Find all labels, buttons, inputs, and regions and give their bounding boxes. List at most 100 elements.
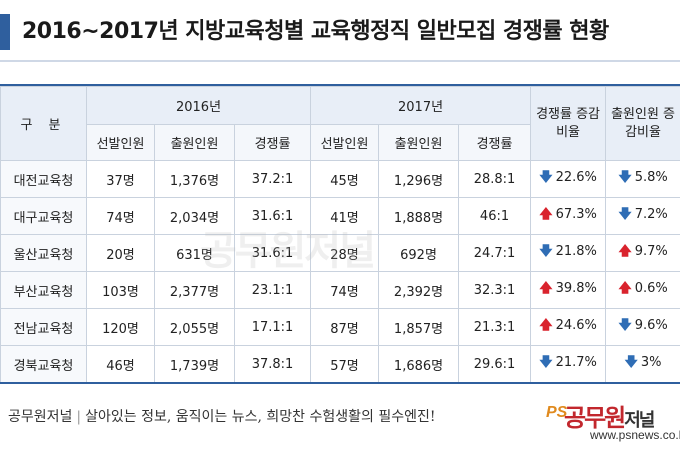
subheader-applicants-2016: 출원인원 (154, 124, 235, 161)
change-value: 67.3% (555, 207, 597, 222)
applicants-2016-cell: 1,376명 (154, 160, 235, 198)
region-cell: 대구교육청 (0, 197, 87, 235)
rate-2017-cell: 46:1 (458, 197, 532, 235)
table-row: 대전교육청 37명 1,376명 37.2:1 45명 1,296명 28.8:1 🡇 22.6… (0, 160, 680, 198)
header-year-2016: 2016년 (85, 86, 312, 125)
title-bar: 2016~2017년 지방교육청별 교육행정직 일반모집 경쟁률 현황 (0, 0, 680, 62)
applicant-change-cell: 🡇 7.2% (605, 197, 680, 235)
change-value: 22.6% (555, 170, 597, 185)
applicants-2016-cell: 2,034명 (154, 197, 235, 235)
arrow-down-icon: 🡇 (618, 318, 632, 333)
applicant-change-cell: 🡅 9.7% (605, 234, 680, 272)
rate-2016-cell: 31.6:1 (233, 197, 312, 235)
arrow-down-icon: 🡇 (539, 355, 553, 370)
selected-2017-cell: 57명 (310, 345, 380, 383)
subheader-rate-2016: 경쟁률 (233, 124, 312, 161)
applicants-2016-cell: 2,055명 (154, 308, 235, 346)
footer: 공무원저널 | 살아있는 정보, 움직이는 뉴스, 희망찬 수험생활의 필수엔진! … (0, 392, 680, 452)
applicant-change-cell: 🡇 9.6% (605, 308, 680, 346)
change-value: 9.6% (634, 318, 668, 333)
applicant-change-cell: 🡇 3% (605, 345, 680, 383)
applicants-2017-cell: 692명 (378, 234, 460, 272)
applicants-2017-cell: 1,888명 (378, 197, 460, 235)
table-top-rule (0, 84, 680, 87)
rate-2016-cell: 37.8:1 (233, 345, 312, 383)
rate-2016-cell: 31.6:1 (233, 234, 312, 272)
arrow-up-icon: 🡅 (539, 281, 553, 296)
applicant-change-cell: 🡅 0.6% (605, 271, 680, 309)
region-cell: 경북교육청 (0, 345, 87, 383)
selected-2016-cell: 120명 (86, 308, 155, 346)
footer-brand: 공무원저널 (8, 409, 73, 425)
arrow-up-icon: 🡅 (539, 318, 553, 333)
applicants-2016-cell: 1,739명 (154, 345, 235, 383)
selected-2016-cell: 46명 (86, 345, 155, 383)
applicants-2016-cell: 2,377명 (154, 271, 235, 309)
psnews-logo: PS 공무원저널 (546, 398, 676, 432)
rate-2017-cell: 28.8:1 (458, 160, 532, 198)
rate-2017-cell: 21.3:1 (458, 308, 532, 346)
change-value: 9.7% (634, 244, 668, 259)
footer-slogan: 살아있는 정보, 움직이는 뉴스, 희망찬 수험생활의 필수엔진! (85, 409, 436, 425)
rate-change-cell: 🡇 21.8% (530, 234, 607, 272)
rate-change-cell: 🡅 67.3% (530, 197, 607, 235)
applicant-change-cell: 🡇 5.8% (605, 160, 680, 198)
header-rate-change: 경쟁률 증감비율 (530, 86, 607, 161)
change-value: 21.7% (555, 355, 597, 370)
rate-change-cell: 🡅 24.6% (530, 308, 607, 346)
arrow-up-icon: 🡅 (618, 281, 632, 296)
selected-2016-cell: 74명 (86, 197, 155, 235)
logo-name: 공무원 (564, 404, 626, 432)
footer-url: www.psnews.co.kr (590, 428, 680, 442)
selected-2017-cell: 87명 (310, 308, 380, 346)
header-applicant-change: 출원인원 증감비율 (605, 86, 680, 161)
selected-2017-cell: 41명 (310, 197, 380, 235)
change-value: 21.8% (555, 244, 597, 259)
footer-slogan-line: 공무원저널 | 살아있는 정보, 움직이는 뉴스, 희망찬 수험생활의 필수엔진! (8, 406, 435, 426)
table-row: 울산교육청 20명 631명 31.6:1 28명 692명 24.7:1 🡇 21.8% 🡅 9.… (0, 234, 680, 272)
subheader-selected-2017: 선발인원 (310, 124, 380, 161)
title-accent-bar (0, 14, 10, 50)
selected-2016-cell: 20명 (86, 234, 155, 272)
region-cell: 울산교육청 (0, 234, 87, 272)
rate-2016-cell: 23.1:1 (233, 271, 312, 309)
applicants-2017-cell: 1,296명 (378, 160, 460, 198)
rate-2016-cell: 37.2:1 (233, 160, 312, 198)
arrow-up-icon: 🡅 (618, 244, 632, 259)
logo-tail: 저널 (624, 410, 655, 431)
logo-ps-mark: PS (546, 404, 568, 421)
applicants-2017-cell: 1,857명 (378, 308, 460, 346)
table-row: 대구교육청 74명 2,034명 31.6:1 41명 1,888명 46:1 🡅 67.3% 🡇… (0, 197, 680, 235)
rate-2017-cell: 32.3:1 (458, 271, 532, 309)
subheader-rate-2017: 경쟁률 (458, 124, 532, 161)
table-row: 부산교육청 103명 2,377명 23.1:1 74명 2,392명 32.3:1 🡅 39.… (0, 271, 680, 309)
table-row: 경북교육청 46명 1,739명 37.8:1 57명 1,686명 29.6:1 🡇 21.7… (0, 345, 680, 383)
subheader-selected-2016: 선발인원 (86, 124, 155, 161)
selected-2017-cell: 28명 (310, 234, 380, 272)
change-value: 7.2% (634, 207, 668, 222)
arrow-up-icon: 🡅 (539, 207, 553, 222)
logo-wordmark: 공무원저널 (564, 398, 655, 433)
table-body: 대전교육청 37명 1,376명 37.2:1 45명 1,296명 28.8:1 🡇 22.6… (0, 160, 680, 383)
region-cell: 부산교육청 (0, 271, 87, 309)
change-value: 24.6% (555, 318, 597, 333)
header-gubun: 구 분 (0, 86, 87, 161)
header-year-2017: 2017년 (310, 86, 532, 125)
change-value: 3% (640, 355, 662, 370)
arrow-down-icon: 🡇 (539, 170, 553, 185)
arrow-down-icon: 🡇 (618, 207, 632, 222)
arrow-down-icon: 🡇 (624, 355, 638, 370)
footer-separator: | (76, 409, 82, 425)
table-row: 전남교육청 120명 2,055명 17.1:1 87명 1,857명 21.3:1 🡅 24.… (0, 308, 680, 346)
selected-2017-cell: 74명 (310, 271, 380, 309)
change-value: 5.8% (634, 170, 668, 185)
rate-2017-cell: 24.7:1 (458, 234, 532, 272)
subheader-applicants-2017: 출원인원 (378, 124, 460, 161)
selected-2017-cell: 45명 (310, 160, 380, 198)
selected-2016-cell: 37명 (86, 160, 155, 198)
applicants-2016-cell: 631명 (154, 234, 235, 272)
table-bottom-rule (0, 382, 680, 384)
rate-change-cell: 🡇 21.7% (530, 345, 607, 383)
title-divider (0, 60, 680, 62)
rate-change-cell: 🡇 22.6% (530, 160, 607, 198)
